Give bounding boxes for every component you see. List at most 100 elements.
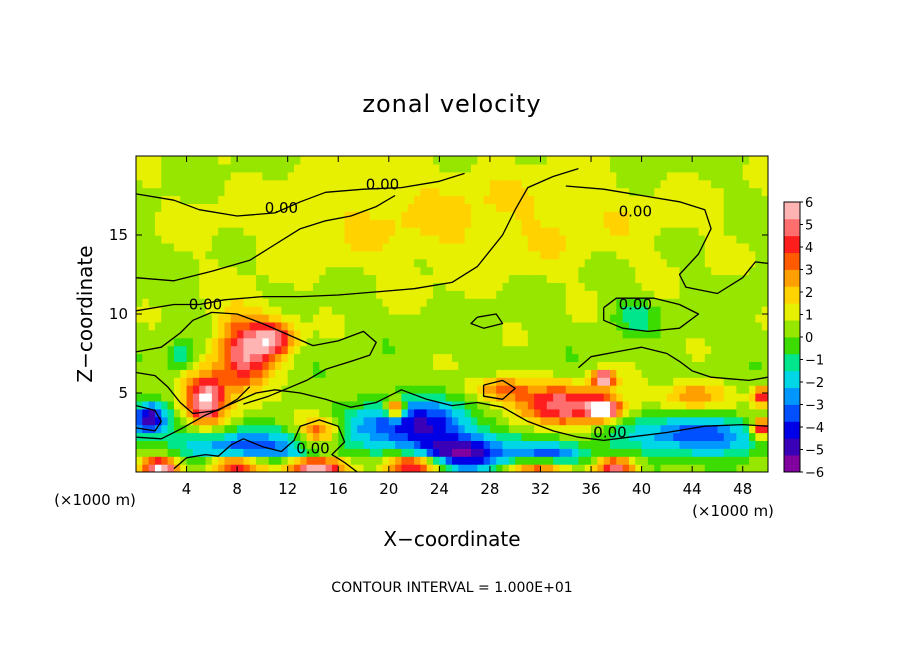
- field-cell: [420, 440, 428, 449]
- field-cell: [268, 195, 276, 204]
- field-cell: [647, 329, 655, 339]
- field-cell: [698, 290, 706, 299]
- field-cell: [666, 440, 674, 449]
- field-cell: [407, 171, 415, 181]
- field-cell: [572, 306, 579, 315]
- field-cell: [205, 416, 213, 426]
- y-tick-label: 15: [109, 226, 128, 244]
- field-cell: [161, 329, 169, 339]
- field-cell: [230, 385, 238, 394]
- field-cell: [565, 250, 573, 260]
- field-cell: [382, 314, 390, 323]
- field-cell: [363, 408, 371, 418]
- field-cell: [401, 219, 409, 228]
- field-cell: [167, 266, 175, 276]
- field-cell: [369, 282, 377, 291]
- field-cell: [268, 416, 276, 426]
- field-cell: [483, 464, 491, 472]
- field-cell: [300, 314, 308, 323]
- field-cell: [647, 408, 655, 418]
- field-cell: [312, 274, 320, 283]
- field-cell: [597, 345, 605, 355]
- field-cell: [736, 250, 744, 260]
- field-cell: [521, 464, 529, 472]
- field-cell: [142, 377, 150, 386]
- field-cell: [464, 298, 472, 307]
- field-cell: [154, 361, 162, 370]
- field-cell: [331, 282, 339, 291]
- field-cell: [369, 432, 377, 441]
- field-cell: [628, 306, 636, 315]
- field-cell: [445, 321, 453, 331]
- field-cell: [546, 329, 554, 339]
- field-cell: [439, 345, 447, 355]
- field-cell: [363, 353, 371, 362]
- field-cell: [154, 266, 162, 276]
- field-cell: [287, 464, 295, 472]
- field-cell: [749, 227, 756, 236]
- field-cell: [249, 298, 257, 307]
- field-cell: [641, 377, 649, 386]
- field-cell: [414, 163, 421, 173]
- field-cell: [717, 156, 725, 165]
- field-cell: [635, 353, 643, 362]
- field-cell: [464, 163, 472, 173]
- field-cell: [256, 195, 263, 204]
- field-cell: [559, 361, 567, 370]
- field-cell: [527, 361, 535, 370]
- field-cell: [452, 377, 459, 386]
- field-cell: [420, 448, 428, 457]
- field-cell: [742, 298, 750, 307]
- field-cell: [578, 321, 586, 331]
- field-cell: [395, 448, 403, 457]
- field-cell: [496, 187, 504, 197]
- field-cell: [603, 179, 611, 189]
- field-cell: [275, 321, 282, 331]
- field-cell: [685, 274, 693, 283]
- field-cell: [692, 400, 700, 410]
- field-cell: [591, 242, 598, 252]
- field-cell: [350, 250, 358, 260]
- field-cell: [635, 235, 643, 244]
- field-cell: [369, 219, 377, 228]
- field-cell: [167, 227, 175, 236]
- field-cell: [647, 369, 655, 378]
- field-cell: [572, 298, 579, 307]
- field-cell: [489, 377, 497, 386]
- field-cell: [426, 393, 434, 402]
- field-cell: [192, 227, 200, 236]
- field-cell: [388, 219, 396, 228]
- field-cell: [256, 440, 263, 449]
- field-cell: [407, 337, 415, 347]
- field-cell: [572, 179, 579, 189]
- field-cell: [237, 416, 245, 426]
- field-cell: [679, 424, 687, 434]
- field-cell: [414, 369, 421, 378]
- field-cell: [300, 187, 308, 197]
- field-cell: [439, 306, 447, 315]
- field-cell: [578, 195, 586, 204]
- field-cell: [591, 179, 598, 189]
- field-cell: [243, 298, 251, 307]
- field-cell: [205, 345, 213, 355]
- field-cell: [559, 171, 567, 181]
- field-cell: [502, 211, 510, 220]
- field-cell: [287, 408, 295, 418]
- field-cell: [654, 219, 662, 228]
- field-cell: [584, 385, 592, 394]
- field-cell: [622, 298, 630, 307]
- field-cell: [312, 195, 320, 204]
- field-cell: [755, 156, 763, 165]
- field-cell: [679, 306, 687, 315]
- field-cell: [603, 408, 611, 418]
- field-cell: [256, 163, 263, 173]
- field-cell: [470, 171, 478, 181]
- field-cell: [407, 266, 415, 276]
- field-cell: [723, 314, 731, 323]
- field-cell: [249, 274, 257, 283]
- field-cell: [546, 219, 554, 228]
- field-cell: [211, 432, 219, 441]
- field-cell: [275, 195, 282, 204]
- field-cell: [237, 440, 245, 449]
- field-cell: [262, 203, 270, 212]
